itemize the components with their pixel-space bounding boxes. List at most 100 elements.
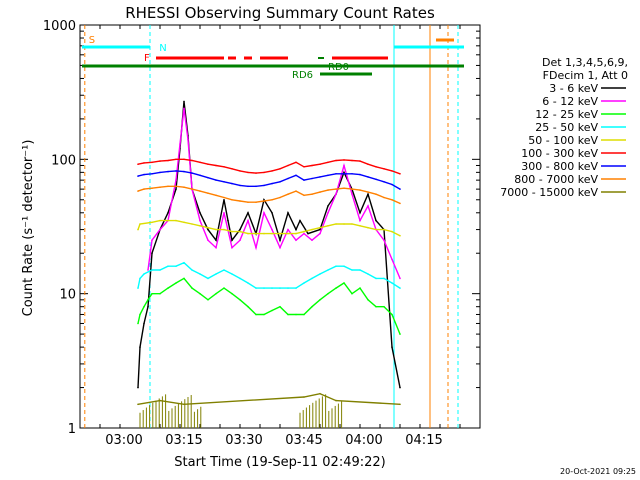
series-point-4 — [139, 277, 141, 280]
series-point-6 — [159, 160, 161, 162]
series-point-1 — [227, 219, 229, 222]
series-point-4 — [335, 265, 337, 268]
series-point-2 — [183, 107, 185, 110]
series-point-7 — [223, 181, 225, 183]
annotation-label: S — [89, 35, 95, 46]
series-point-3 — [303, 313, 305, 316]
series-point-9 — [303, 396, 305, 398]
series-point-3 — [327, 292, 329, 295]
series-point-6 — [151, 161, 153, 164]
series-point-1 — [223, 199, 225, 201]
series-point-3 — [143, 305, 145, 308]
series-point-5 — [223, 228, 225, 231]
series-point-8 — [295, 190, 297, 192]
series-point-2 — [215, 246, 217, 249]
series-point-4 — [263, 287, 265, 289]
y-tick-label: 1 — [68, 422, 76, 437]
series-point-6 — [207, 163, 209, 165]
chart-title: RHESSI Observing Summary Count Rates — [125, 4, 435, 22]
series-point-6 — [255, 172, 257, 174]
series-point-5 — [231, 230, 233, 233]
series-line-7 — [137, 170, 401, 190]
series-point-8 — [375, 193, 377, 195]
series-point-1 — [215, 239, 217, 241]
series-point-2 — [311, 239, 313, 241]
series-point-7 — [207, 176, 209, 179]
legend-label: 50 - 100 keV — [528, 134, 598, 147]
legend-label: 100 - 300 keV — [521, 147, 598, 160]
series-point-1 — [137, 386, 139, 389]
series-point-8 — [311, 193, 313, 195]
series-point-5 — [263, 232, 265, 235]
series-point-5 — [351, 223, 353, 225]
series-point-1 — [287, 212, 289, 214]
series-point-4 — [143, 273, 145, 275]
series-point-3 — [239, 299, 241, 301]
series-point-1 — [327, 205, 329, 207]
series-point-7 — [167, 170, 169, 173]
series-point-7 — [247, 185, 249, 188]
series-point-6 — [137, 163, 139, 165]
series-point-7 — [335, 173, 337, 175]
series-point-1 — [151, 252, 153, 254]
series-point-3 — [137, 322, 139, 325]
series-point-2 — [279, 246, 281, 249]
series-point-3 — [335, 287, 337, 289]
series-point-2 — [247, 219, 249, 222]
series-point-7 — [303, 179, 305, 181]
series-point-7 — [263, 184, 265, 187]
series-point-1 — [391, 346, 393, 348]
series-point-2 — [231, 246, 233, 249]
series-point-5 — [183, 221, 185, 224]
series-point-4 — [255, 287, 257, 289]
series-point-7 — [287, 177, 289, 180]
series-point-5 — [271, 232, 273, 235]
series-line-8 — [137, 185, 401, 205]
series-point-1 — [343, 171, 345, 174]
series-point-8 — [137, 190, 139, 192]
legend-label: 6 - 12 keV — [542, 95, 598, 108]
series-point-5 — [137, 228, 139, 231]
series-point-4 — [199, 273, 201, 275]
series-point-6 — [399, 173, 401, 175]
series-point-8 — [167, 185, 169, 188]
series-point-7 — [279, 181, 281, 183]
series-point-2 — [295, 239, 297, 241]
series-point-8 — [175, 185, 177, 188]
series-point-5 — [319, 226, 321, 229]
series-point-8 — [247, 201, 249, 203]
series-point-7 — [383, 181, 385, 183]
series-point-8 — [399, 202, 401, 205]
series-point-8 — [287, 193, 289, 195]
series-point-7 — [183, 170, 185, 173]
series-point-3 — [255, 313, 257, 316]
series-point-2 — [207, 239, 209, 241]
legend-label: 800 - 7000 keV — [514, 173, 598, 186]
series-point-2 — [151, 239, 153, 241]
series-point-6 — [391, 170, 393, 172]
series-point-4 — [231, 273, 233, 275]
series-point-5 — [199, 225, 201, 227]
series-point-6 — [335, 159, 337, 162]
series-point-4 — [351, 269, 353, 271]
series-line-4 — [137, 261, 401, 289]
series-point-5 — [343, 223, 345, 225]
y-axis-label: Count Rate (s⁻¹ detector⁻¹) — [21, 140, 36, 317]
series-point-5 — [391, 230, 393, 233]
series-point-1 — [271, 212, 273, 214]
series-point-3 — [263, 313, 265, 316]
series-point-7 — [359, 173, 361, 176]
series-point-3 — [351, 292, 353, 295]
legend-label: 7000 - 15000 keV — [500, 186, 598, 199]
series-point-7 — [143, 173, 145, 176]
series-point-6 — [223, 166, 225, 168]
series-point-9 — [137, 403, 139, 406]
legend-label: 300 - 800 keV — [521, 160, 598, 173]
series-point-5 — [215, 228, 217, 231]
series-point-5 — [207, 226, 209, 229]
series-point-5 — [159, 219, 161, 222]
y-tick-label: 100 — [51, 153, 76, 168]
series-point-1 — [279, 239, 281, 241]
series-point-4 — [375, 277, 377, 280]
series-point-8 — [231, 199, 233, 201]
